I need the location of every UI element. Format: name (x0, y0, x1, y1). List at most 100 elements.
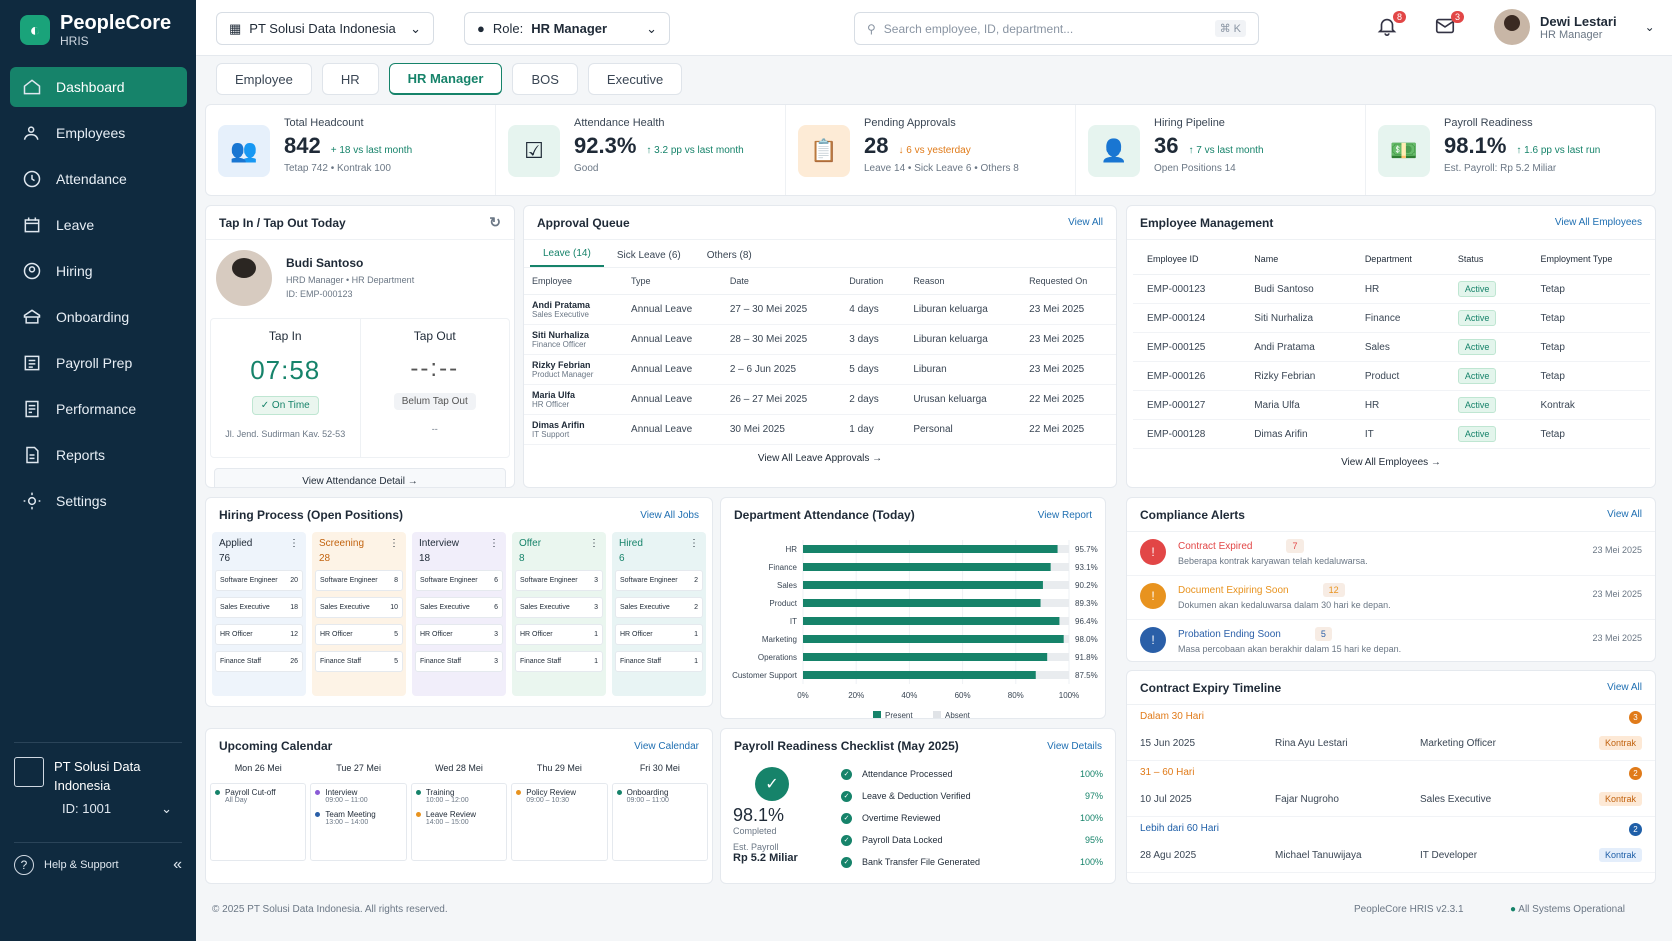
chart-view-report[interactable]: View Report (1037, 509, 1092, 521)
sidebar-item-payroll-prep[interactable]: Payroll Prep (10, 343, 187, 383)
table-row[interactable]: Siti Nurhaliza Finance Officer Annual Leav… (524, 325, 1116, 355)
kpi-card[interactable]: 👤 Hiring Pipeline 36 ↑ 7 vs last month Open … (1076, 105, 1366, 195)
kpi-card[interactable]: 💵 Payroll Readiness 98.1% ↑ 1.6 pp vs last … (1366, 105, 1655, 195)
refresh-icon[interactable]: ↻ (489, 214, 501, 230)
tab-bos[interactable]: BOS (512, 63, 578, 95)
tab-hr[interactable]: HR (321, 63, 379, 95)
calendar-event[interactable]: Training 10:00 – 12:00 (415, 788, 502, 804)
view-all-leave-link[interactable]: View All Leave Approvals → (757, 453, 883, 464)
sidebar-item-reports[interactable]: Reports (10, 435, 187, 475)
table-row[interactable]: EMP-000123 Budi Santoso HR Active Tetap (1133, 275, 1651, 304)
kanban-item[interactable]: HR Officer 1 (615, 624, 703, 645)
kpi-card[interactable]: 👥 Total Headcount 842 + 18 vs last month Tet… (206, 105, 496, 195)
kanban-item[interactable]: Finance Staff 1 (615, 651, 703, 672)
tab-hr-manager[interactable]: HR Manager (388, 63, 503, 95)
kanban-item[interactable]: Software Engineer 6 (415, 570, 503, 591)
kanban-item[interactable]: Software Engineer 3 (515, 570, 603, 591)
alert-item[interactable]: ! Contract Expired 7 Beberapa kontrak karya… (1127, 532, 1655, 576)
kpi-card[interactable]: 📋 Pending Approvals 28 ↓ 6 vs yesterday Leav… (786, 105, 1076, 195)
approval-view-all[interactable]: View All (1068, 217, 1103, 228)
kanban-item[interactable]: Sales Executive 6 (415, 597, 503, 618)
compliance-view-all[interactable]: View All (1607, 509, 1642, 520)
more-icon[interactable]: ⋮ (289, 538, 299, 549)
mail-icon[interactable]: 3 (1434, 11, 1464, 39)
tab-executive[interactable]: Executive (587, 63, 683, 95)
collapse-sidebar-icon[interactable]: « (173, 856, 182, 873)
kanban-item[interactable]: Sales Executive 18 (215, 597, 303, 618)
calendar-day-cell[interactable]: Training 10:00 – 12:00 Leave Review 14:00 –… (410, 783, 508, 861)
tab-employee[interactable]: Employee (216, 63, 312, 95)
more-icon[interactable]: ⋮ (589, 538, 599, 549)
calendar-event[interactable]: Interview 09:00 – 11:00 (315, 788, 401, 804)
kanban-item[interactable]: Software Engineer 20 (215, 570, 303, 591)
kanban-item[interactable]: HR Officer 5 (315, 624, 403, 645)
payroll-view-details[interactable]: View Details (1047, 740, 1102, 752)
contract-row[interactable]: 10 Jul 2025 Fajar Nugroho Sales Executive K… (1127, 786, 1655, 817)
user-menu[interactable]: Dewi Lestari HR Manager ⌄ (1494, 9, 1655, 45)
sidebar-item-attendance[interactable]: Attendance (10, 159, 187, 199)
approval-tab[interactable]: Others (8) (706, 250, 752, 261)
checklist-item: ✓ Bank Transfer File Generated 100% (841, 851, 1103, 873)
more-icon[interactable]: ⋮ (489, 538, 499, 549)
table-row[interactable]: EMP-000125 Andi Pratama Sales Active Tetap (1133, 333, 1651, 362)
calendar-view-all[interactable]: View Calendar (634, 740, 699, 752)
notification-bell-icon[interactable]: 8 (1376, 11, 1406, 39)
sidebar-item-hiring[interactable]: Hiring (10, 251, 187, 291)
search-input[interactable]: ⚲ Search employee, ID, department... ⌘ K (854, 12, 1259, 45)
view-attendance-button[interactable]: View Attendance Detail → (214, 468, 506, 487)
kanban-item[interactable]: Finance Staff 26 (215, 651, 303, 672)
more-icon[interactable]: ⋮ (389, 538, 399, 549)
kanban-item[interactable]: Finance Staff 1 (515, 651, 603, 672)
calendar-day-cell[interactable]: Onboarding 09:00 – 11:00 (611, 783, 709, 861)
kanban-item[interactable]: Software Engineer 2 (615, 570, 703, 591)
view-all-employees-link[interactable]: View All Employees → (1341, 457, 1441, 468)
kanban-item[interactable]: Sales Executive 3 (515, 597, 603, 618)
calendar-day-cell[interactable]: Payroll Cut-off All Day (210, 783, 307, 861)
kanban-item[interactable]: Software Engineer 8 (315, 570, 403, 591)
alert-item[interactable]: ! Probation Ending Soon 5 Masa percobaan ak… (1127, 620, 1655, 661)
sidebar-item-dashboard[interactable]: Dashboard (10, 67, 187, 107)
company-select[interactable]: ▦ PT Solusi Data Indonesia ⌄ (216, 12, 434, 45)
sidebar-item-performance[interactable]: Performance (10, 389, 187, 429)
kanban-item[interactable]: Finance Staff 3 (415, 651, 503, 672)
contract-view-all[interactable]: View All (1607, 682, 1642, 693)
emp-view-all[interactable]: View All Employees (1554, 217, 1642, 228)
calendar-day-cell[interactable]: Policy Review 09:00 – 10:30 (511, 783, 608, 861)
table-row[interactable]: Rizky Febrian Product Manager Annual Leave… (524, 355, 1116, 385)
sidebar-item-employees[interactable]: Employees (10, 113, 187, 153)
table-row[interactable]: EMP-000128 Dimas Arifin IT Active Tetap (1133, 420, 1651, 449)
sidebar-item-settings[interactable]: Settings (10, 481, 187, 521)
more-icon[interactable]: ⋮ (689, 538, 699, 549)
calendar-event[interactable]: Policy Review 09:00 – 10:30 (516, 788, 602, 804)
table-row[interactable]: EMP-000124 Siti Nurhaliza Finance Active Tet… (1133, 304, 1651, 333)
contract-row[interactable]: 28 Agu 2025 Michael Tanuwijaya IT Develope… (1127, 842, 1655, 873)
kpi-card[interactable]: ☑ Attendance Health 92.3% ↑ 3.2 pp vs last … (496, 105, 786, 195)
chevron-down-icon[interactable]: ⌄ (161, 801, 172, 816)
kanban-item[interactable]: HR Officer 12 (215, 624, 303, 645)
table-row[interactable]: EMP-000126 Rizky Febrian Product Active Teta… (1133, 362, 1651, 391)
calendar-day-cell[interactable]: Interview 09:00 – 11:00 Team Meeting 13:00 … (310, 783, 407, 861)
sidebar-item-leave[interactable]: Leave (10, 205, 187, 245)
calendar-event[interactable]: Leave Review 14:00 – 15:00 (415, 810, 502, 826)
calendar-event[interactable]: Onboarding 09:00 – 11:00 (616, 788, 703, 804)
kanban-item[interactable]: HR Officer 3 (415, 624, 503, 645)
table-row[interactable]: Maria Ulfa HR Officer Annual Leave 26 – 27 … (524, 385, 1116, 415)
contract-row[interactable]: 15 Jun 2025 Rina Ayu Lestari Marketing Off… (1127, 730, 1655, 761)
kanban-item[interactable]: Sales Executive 2 (615, 597, 703, 618)
kanban-item[interactable]: Finance Staff 5 (315, 651, 403, 672)
sidebar-item-onboarding[interactable]: Onboarding (10, 297, 187, 337)
approval-tab[interactable]: Sick Leave (6) (616, 250, 681, 261)
table-row[interactable]: Dimas Arifin IT Support Annual Leave 30 Mei… (524, 415, 1116, 445)
help-support-link[interactable]: ? Help & Support « (14, 842, 182, 875)
role-select[interactable]: ● Role: HR Manager ⌄ (464, 12, 670, 45)
alert-item[interactable]: ! Document Expiring Soon 12 Dokumen akan ke… (1127, 576, 1655, 620)
calendar-event[interactable]: Team Meeting 13:00 – 14:00 (315, 810, 401, 826)
approval-tab[interactable]: Leave (14) (530, 248, 604, 267)
table-row[interactable]: EMP-000127 Maria Ulfa HR Active Kontrak (1133, 391, 1651, 420)
kanban-item[interactable]: Sales Executive 10 (315, 597, 403, 618)
table-row[interactable]: Andi Pratama Sales Executive Annual Leave 2… (524, 295, 1116, 325)
company-switcher[interactable]: PT Solusi Data Indonesia ID: 1001 ⌄ (14, 742, 182, 817)
hiring-view-all[interactable]: View All Jobs (640, 509, 699, 521)
kanban-item[interactable]: HR Officer 1 (515, 624, 603, 645)
calendar-event[interactable]: Payroll Cut-off All Day (215, 788, 301, 804)
